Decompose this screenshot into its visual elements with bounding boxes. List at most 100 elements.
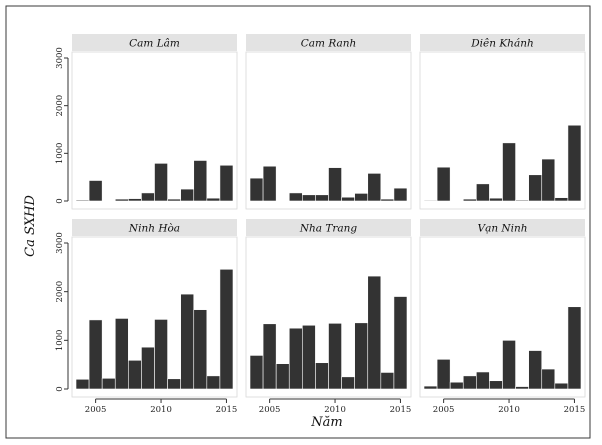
bar-nha-trang-2014	[380, 372, 395, 390]
bar-dien-khanh-2012	[528, 174, 543, 202]
x-tick-label: 2010	[498, 405, 520, 415]
bar-cam-ranh-2013	[367, 173, 382, 202]
bar-dien-khanh-2008	[476, 183, 490, 202]
bar-van-ninh-2010	[502, 340, 516, 390]
bar-dien-khanh-2005	[436, 166, 451, 202]
bar-van-ninh-2009	[489, 380, 503, 390]
x-tick-label: 2005	[259, 405, 281, 415]
bar-ninh-hoa-2004	[75, 378, 90, 390]
facet-strip	[420, 219, 585, 236]
bar-nha-trang-2012	[354, 322, 369, 390]
facet-strip	[72, 34, 237, 51]
y-tick-label: 3000	[55, 232, 65, 254]
bar-cam-ranh-2007	[288, 192, 303, 202]
bar-cam-lam-2005	[88, 180, 103, 202]
bar-nha-trang-2013	[367, 275, 382, 390]
bar-cam-ranh-2010	[328, 167, 342, 202]
bar-cam-ranh-2005	[262, 165, 277, 202]
bar-nha-trang-2010	[328, 322, 342, 390]
bar-cam-lam-2007	[114, 198, 129, 202]
facet-panel-van-ninh: Vạn Ninh 2005 2010 2015	[419, 219, 586, 415]
bar-nha-trang-2005	[262, 323, 277, 390]
bar-dien-khanh-2011	[515, 199, 529, 202]
bar-nha-trang-2015	[393, 296, 408, 390]
bar-dien-khanh-2014	[554, 197, 569, 202]
y-tick-label: 0	[55, 386, 65, 391]
facet-panel-cam-ranh: Cam Ranh	[245, 34, 412, 210]
bar-dien-khanh-2004	[423, 199, 438, 202]
bar-dien-khanh-2013	[541, 158, 556, 202]
bar-van-ninh-2011	[515, 386, 529, 390]
x-tick-label: 2010	[150, 405, 172, 415]
facet-strip-label: Nha Trang	[299, 223, 358, 235]
bar-ninh-hoa-2008	[128, 359, 142, 390]
bar-ninh-hoa-2007	[114, 318, 129, 390]
x-tick-label: 2015	[390, 405, 412, 415]
facet-strip-label: Diên Khánh	[470, 38, 533, 50]
bar-cam-lam-2010	[154, 163, 168, 202]
bar-van-ninh-2006	[449, 381, 464, 390]
x-tick-label: 2010	[324, 405, 346, 415]
facet-strip	[246, 34, 411, 51]
bar-cam-lam-2004	[75, 199, 90, 202]
x-axis-title: Năm	[310, 415, 342, 430]
bar-ninh-hoa-2015	[219, 268, 234, 390]
bar-cam-lam-2015	[219, 164, 234, 202]
facet-panel-nha-trang: Nha Trang 2005 2010 2015	[245, 219, 412, 415]
y-tick-label: 2000	[55, 281, 65, 303]
bar-van-ninh-2014	[554, 382, 569, 390]
bar-van-ninh-2004	[423, 385, 438, 390]
bar-van-ninh-2012	[528, 350, 543, 390]
bar-cam-lam-2008	[128, 198, 142, 202]
bar-cam-lam-2009	[141, 192, 155, 202]
bar-ninh-hoa-2013	[193, 309, 208, 390]
bar-dien-khanh-2007	[462, 198, 477, 202]
bar-cam-ranh-2009	[315, 194, 329, 202]
bar-cam-ranh-2014	[380, 198, 395, 202]
facet-panel-ninh-hoa: Ninh Hòa 0 1000 2000 3000 2005 2010 2015	[55, 219, 238, 415]
facet-strip-label: Cam Lâm	[129, 38, 180, 50]
bar-nha-trang-2007	[288, 327, 303, 390]
y-tick-label: 0	[55, 198, 65, 203]
facet-strip	[72, 219, 237, 236]
bar-cam-ranh-2011	[341, 196, 355, 202]
bar-nha-trang-2008	[302, 324, 316, 390]
facet-strip	[420, 34, 585, 51]
y-tick-label: 1000	[55, 143, 65, 165]
bar-dien-khanh-2009	[489, 197, 503, 202]
bar-van-ninh-2015	[567, 306, 582, 390]
bar-van-ninh-2005	[436, 359, 451, 390]
bar-cam-ranh-2012	[354, 193, 369, 202]
bar-nha-trang-2006	[275, 363, 290, 390]
facet-panels: Cam Lâm 0 1000 2000 3000 Cam Ranh Diên Khánh Ni…	[55, 34, 586, 415]
bar-ninh-hoa-2005	[88, 319, 103, 390]
bar-cam-ranh-2015	[393, 187, 408, 202]
x-tick-label: 2015	[216, 405, 238, 415]
bar-van-ninh-2008	[476, 371, 490, 390]
facet-panel-cam-lam: Cam Lâm 0 1000 2000 3000	[55, 34, 238, 210]
bar-cam-lam-2014	[206, 197, 221, 202]
y-tick-label: 3000	[55, 47, 65, 69]
x-tick-label: 2005	[85, 405, 107, 415]
bar-cam-lam-2012	[180, 188, 195, 202]
bar-cam-ranh-2004	[249, 177, 264, 202]
bar-nha-trang-2011	[341, 376, 355, 390]
bar-van-ninh-2013	[541, 368, 556, 390]
facet-strip	[246, 219, 411, 236]
facet-strip-label: Vạn Ninh	[477, 223, 527, 235]
x-tick-label: 2015	[564, 405, 586, 415]
bar-ninh-hoa-2014	[206, 375, 221, 390]
bar-dien-khanh-2010	[502, 142, 516, 202]
bar-cam-lam-2011	[167, 198, 181, 202]
x-tick-label: 2005	[433, 405, 455, 415]
bar-ninh-hoa-2010	[154, 319, 168, 390]
facet-panel-dien-khanh: Diên Khánh	[419, 34, 586, 210]
bar-nha-trang-2004	[249, 355, 264, 390]
bar-ninh-hoa-2006	[101, 377, 116, 390]
bar-ninh-hoa-2011	[167, 378, 181, 390]
y-tick-label: 1000	[55, 330, 65, 352]
bar-cam-lam-2013	[193, 160, 208, 202]
bar-ninh-hoa-2012	[180, 293, 195, 390]
bar-van-ninh-2007	[462, 375, 477, 390]
